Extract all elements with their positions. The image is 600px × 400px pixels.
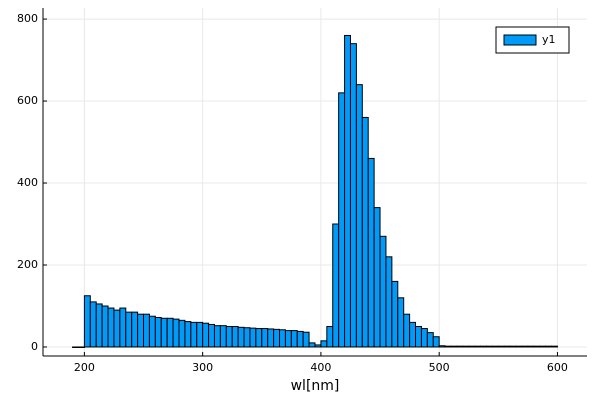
bar bbox=[444, 345, 452, 348]
bar bbox=[349, 43, 357, 348]
bar bbox=[143, 313, 150, 348]
bar bbox=[243, 327, 251, 348]
bar bbox=[361, 116, 369, 348]
bar bbox=[208, 323, 215, 348]
bar bbox=[391, 280, 399, 348]
bar bbox=[119, 307, 127, 348]
bar bbox=[420, 328, 428, 348]
bar bbox=[83, 295, 91, 348]
bar bbox=[474, 345, 482, 348]
bar bbox=[72, 346, 79, 348]
bar bbox=[468, 345, 476, 348]
bar bbox=[125, 311, 133, 348]
bar bbox=[131, 311, 139, 348]
x-axis-label: wl[nm] bbox=[291, 378, 340, 394]
bar bbox=[320, 340, 328, 348]
bar bbox=[344, 34, 351, 348]
bar bbox=[438, 345, 446, 348]
bar bbox=[308, 342, 316, 348]
bar bbox=[290, 330, 298, 348]
bar bbox=[491, 345, 499, 348]
bar bbox=[261, 328, 269, 348]
x-tick-label: 300 bbox=[192, 361, 213, 374]
bar bbox=[101, 305, 109, 348]
bar bbox=[509, 345, 517, 348]
bar bbox=[255, 328, 263, 348]
bar bbox=[355, 84, 363, 348]
bar bbox=[432, 336, 440, 348]
bar bbox=[409, 321, 417, 348]
bar bbox=[397, 297, 405, 348]
bar bbox=[367, 157, 375, 348]
bar bbox=[338, 92, 346, 348]
bar bbox=[184, 321, 192, 348]
y-tick-label: 400 bbox=[17, 176, 38, 189]
bar bbox=[302, 331, 310, 348]
bar bbox=[385, 256, 393, 348]
bar bbox=[296, 330, 304, 348]
bar bbox=[196, 321, 204, 348]
y-tick-label: 600 bbox=[17, 94, 38, 107]
bar bbox=[273, 328, 281, 348]
bar bbox=[462, 345, 470, 348]
y-tick-label: 800 bbox=[17, 12, 38, 25]
bar bbox=[231, 325, 239, 348]
bar bbox=[545, 345, 553, 348]
bar bbox=[249, 327, 257, 348]
bar bbox=[326, 325, 334, 348]
bar bbox=[77, 346, 85, 348]
legend-label: y1 bbox=[542, 33, 556, 46]
bar bbox=[219, 325, 227, 348]
x-tick-label: 600 bbox=[547, 361, 568, 374]
bar bbox=[267, 328, 275, 348]
bar bbox=[521, 345, 529, 348]
bar bbox=[95, 303, 103, 348]
bar bbox=[178, 319, 186, 348]
bar bbox=[284, 330, 292, 348]
bar bbox=[332, 223, 340, 348]
bar bbox=[403, 313, 411, 348]
bar bbox=[314, 344, 322, 348]
x-tick-label: 500 bbox=[429, 361, 450, 374]
bar bbox=[503, 345, 511, 348]
y-tick-label: 0 bbox=[31, 340, 38, 353]
bar bbox=[190, 321, 198, 348]
bar bbox=[456, 345, 464, 348]
x-tick-label: 400 bbox=[310, 361, 331, 374]
bar bbox=[379, 235, 387, 348]
bar bbox=[373, 207, 381, 348]
bar bbox=[137, 313, 145, 348]
bar bbox=[213, 325, 221, 348]
y-tick-label: 200 bbox=[17, 258, 38, 271]
bar bbox=[527, 345, 535, 348]
bar bbox=[426, 332, 434, 348]
bar bbox=[450, 345, 458, 348]
bar bbox=[551, 345, 558, 348]
bar bbox=[148, 315, 156, 348]
bar bbox=[485, 345, 493, 348]
bar bbox=[225, 325, 233, 348]
bar bbox=[237, 326, 245, 348]
legend-swatch bbox=[503, 34, 537, 46]
bar bbox=[539, 345, 547, 348]
bar bbox=[515, 345, 523, 348]
bar bbox=[533, 345, 541, 348]
bar bbox=[160, 317, 168, 348]
bar bbox=[415, 325, 422, 348]
bar bbox=[113, 309, 121, 348]
bar bbox=[279, 329, 286, 348]
bar bbox=[89, 301, 97, 348]
bar bbox=[497, 345, 505, 348]
bar bbox=[107, 307, 115, 348]
bar bbox=[202, 322, 210, 348]
bar bbox=[480, 345, 487, 348]
bar bbox=[172, 318, 180, 348]
bar bbox=[166, 317, 174, 348]
bar bbox=[154, 316, 162, 348]
x-tick-label: 200 bbox=[74, 361, 95, 374]
